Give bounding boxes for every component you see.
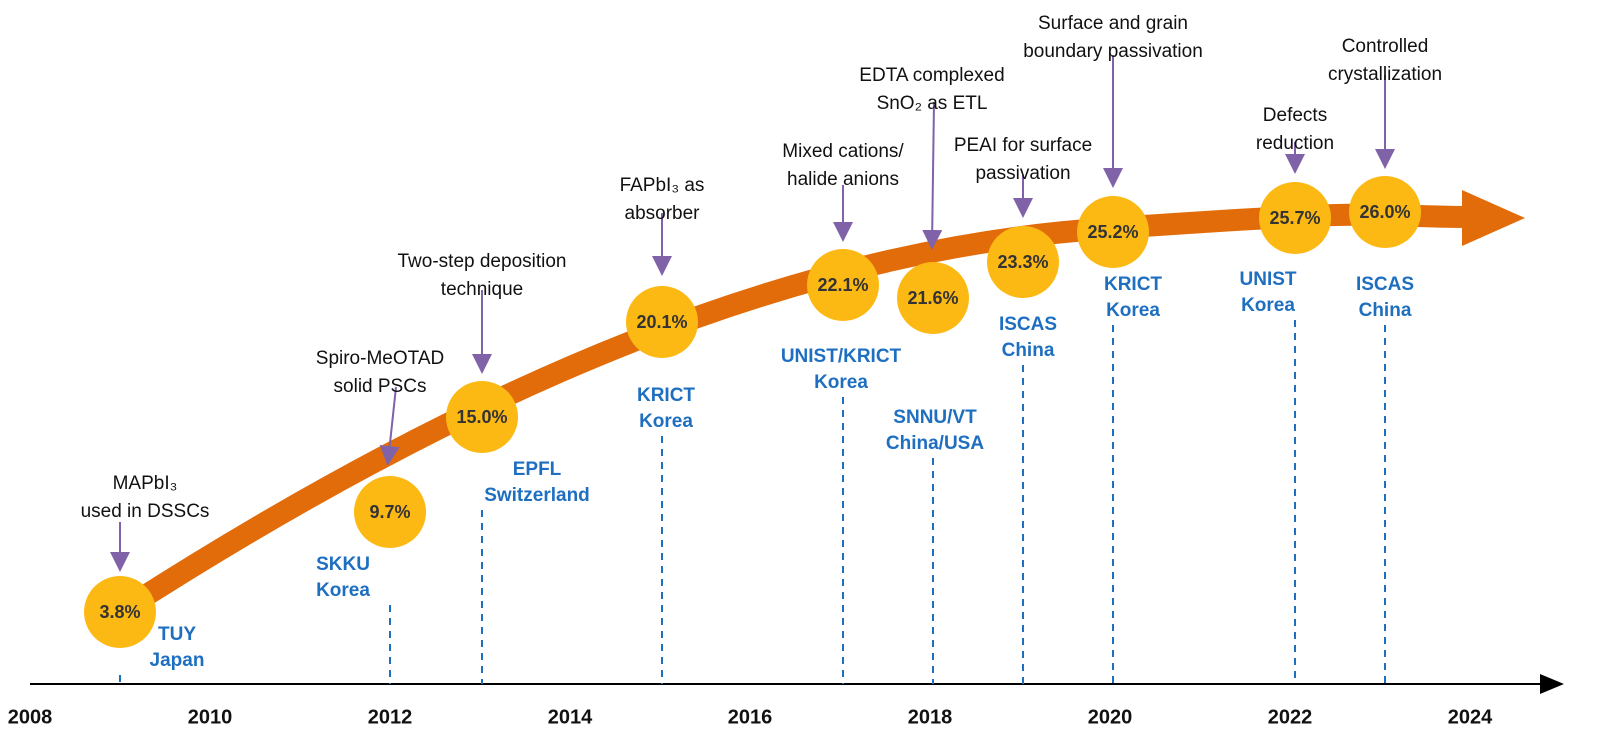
institution-label: Korea xyxy=(814,372,868,393)
institution-label: Korea xyxy=(639,411,693,432)
annotation-text: Two-step deposition xyxy=(398,251,567,272)
efficiency-circle xyxy=(807,249,879,321)
institution-label: ISCAS xyxy=(999,314,1057,335)
year-label: 2022 xyxy=(1268,706,1313,728)
efficiency-label: 26.0% xyxy=(1359,202,1410,222)
efficiency-label: 15.0% xyxy=(456,407,507,427)
trend-arrow-head xyxy=(1462,190,1525,246)
annotation-text: Defects xyxy=(1263,105,1327,126)
institution-label: China xyxy=(1359,300,1412,321)
institution-label: UNIST/KRICT xyxy=(781,346,902,367)
institution-label: SNNU/VT xyxy=(893,407,977,428)
institution-label: UNIST xyxy=(1240,269,1297,290)
institution-label: SKKU xyxy=(316,554,370,575)
efficiency-label: 22.1% xyxy=(817,275,868,295)
efficiency-circle xyxy=(354,476,426,548)
annotation-text: crystallization xyxy=(1328,64,1442,85)
institution-label: KRICT xyxy=(637,385,695,406)
annotation-text: technique xyxy=(441,279,523,300)
efficiency-label: 23.3% xyxy=(997,252,1048,272)
year-label: 2020 xyxy=(1088,706,1133,728)
institution-label: KRICT xyxy=(1104,274,1162,295)
efficiency-circle xyxy=(897,262,969,334)
annotation-text: EDTA complexed xyxy=(859,65,1004,86)
annotation-text: MAPbI₃ xyxy=(113,473,178,494)
year-label: 2014 xyxy=(548,706,593,728)
efficiency-circle xyxy=(84,576,156,648)
efficiency-label: 9.7% xyxy=(369,502,410,522)
year-label: 2012 xyxy=(368,706,413,728)
institution-label: EPFL xyxy=(513,459,562,480)
annotation-text: SnO₂ as ETL xyxy=(877,93,988,114)
annotation-text: halide anions xyxy=(787,169,899,190)
year-label: 2010 xyxy=(188,706,233,728)
annotation-text: PEAI for surface xyxy=(954,135,1092,156)
annotation-text: used in DSSCs xyxy=(81,501,210,522)
institution-label: China/USA xyxy=(886,433,984,454)
year-label: 2018 xyxy=(908,706,953,728)
efficiency-circle xyxy=(1077,196,1149,268)
institution-label: Korea xyxy=(1106,300,1160,321)
efficiency-circle xyxy=(626,286,698,358)
efficiency-label: 25.2% xyxy=(1087,222,1138,242)
annotation-arrow xyxy=(379,386,400,466)
annotation-text: Mixed cations/ xyxy=(782,141,904,162)
year-label: 2008 xyxy=(8,706,53,728)
efficiency-label: 21.6% xyxy=(907,288,958,308)
institution-label: Korea xyxy=(316,580,370,601)
efficiency-label: 3.8% xyxy=(99,602,140,622)
annotation-text: reduction xyxy=(1256,133,1334,154)
institution-label: Switzerland xyxy=(484,485,590,506)
institution-label: China xyxy=(1002,340,1055,361)
annotation-text: boundary passivation xyxy=(1023,41,1203,62)
efficiency-circle xyxy=(1349,176,1421,248)
annotation-text: Controlled xyxy=(1342,36,1429,57)
efficiency-label: 25.7% xyxy=(1269,208,1320,228)
institution-label: TUY xyxy=(158,624,196,645)
annotation-text: absorber xyxy=(625,203,701,224)
annotation-text: Surface and grain xyxy=(1038,13,1188,34)
annotation-text: Spiro-MeOTAD xyxy=(316,348,444,369)
annotation-text: FAPbI₃ as xyxy=(620,175,705,196)
institution-label: ISCAS xyxy=(1356,274,1414,295)
efficiency-circle xyxy=(1259,182,1331,254)
annotation-text: solid PSCs xyxy=(334,376,427,397)
institution-label: Korea xyxy=(1241,295,1295,316)
annotation-text: passivation xyxy=(975,163,1070,184)
efficiency-label: 20.1% xyxy=(636,312,687,332)
year-label: 2024 xyxy=(1448,706,1493,728)
efficiency-circle xyxy=(446,381,518,453)
efficiency-circle xyxy=(987,226,1059,298)
year-label: 2016 xyxy=(728,706,773,728)
annotation-arrow xyxy=(922,101,943,250)
institution-label: Japan xyxy=(150,650,205,671)
